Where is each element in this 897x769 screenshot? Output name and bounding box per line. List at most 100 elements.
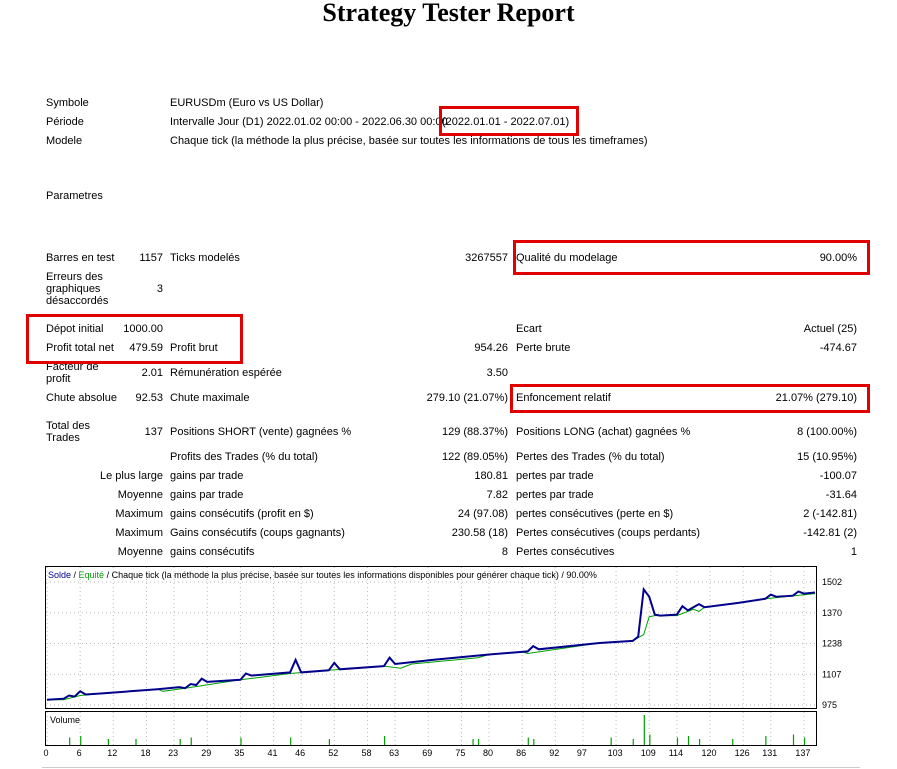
- long-value: 8 (100.00%): [797, 426, 857, 438]
- y-tick-label: 975: [822, 700, 837, 710]
- x-tick-label: 63: [389, 748, 399, 758]
- x-tick-label: 58: [361, 748, 371, 758]
- row-label-2: pertes par trade: [516, 489, 594, 501]
- ticks-value: 3267557: [465, 252, 508, 264]
- row-value-1: 180.81: [474, 470, 508, 482]
- x-tick-label: 75: [455, 748, 465, 758]
- perte-brute-value: -474.67: [819, 342, 857, 354]
- pertes-trades-label: Pertes des Trades (% du total): [516, 451, 665, 463]
- row-label-2: pertes par trade: [516, 470, 594, 482]
- remuneration-label: Rémunération espérée: [170, 367, 282, 379]
- periode-label: Période: [46, 116, 84, 128]
- highlight-box-enfoncement: [510, 384, 870, 413]
- pertes-trades-value: 15 (10.95%): [797, 451, 857, 463]
- volume-bar: [328, 739, 330, 745]
- volume-bar: [290, 737, 292, 745]
- volume-bar: [649, 734, 651, 745]
- x-tick-label: 86: [516, 748, 526, 758]
- x-tick-label: 6: [77, 748, 82, 758]
- row-lead: Maximum: [115, 527, 163, 539]
- chute-abs-label: Chute absolue: [46, 392, 117, 404]
- row-value-1: 8: [501, 546, 508, 558]
- total-trades-label: Total des Trades: [46, 420, 91, 444]
- equity-line: [47, 593, 816, 701]
- erreurs-label: Erreurs des graphiques désaccordés: [46, 271, 109, 307]
- row-value-1: 230.58 (18): [451, 527, 508, 539]
- volume-bar: [80, 736, 82, 745]
- x-tick-label: 23: [168, 748, 178, 758]
- modele-value: Chaque tick (la méthode la plus précise,…: [170, 135, 648, 147]
- row-label-2: Pertes consécutives (coups perdants): [516, 527, 701, 539]
- page-title: Strategy Tester Report: [322, 0, 575, 27]
- row-label-1: Gains consécutifs (coups gagnants): [170, 527, 345, 539]
- perte-brute-label: Perte brute: [516, 342, 571, 354]
- parametres-label: Parametres: [46, 190, 103, 202]
- enfoncement-label: Enfoncement relatif: [516, 392, 611, 404]
- volume-bar: [610, 737, 612, 745]
- row-value-1: 7.82: [486, 489, 508, 501]
- volume-bar: [765, 736, 767, 745]
- volume-bar: [472, 739, 474, 745]
- legend-equite: Equité: [79, 570, 105, 580]
- chart-grid: [46, 567, 816, 708]
- row-value-2: -142.81 (2): [803, 527, 857, 539]
- long-label: Positions LONG (achat) gagnées %: [516, 426, 691, 438]
- chute-max-value: 279.10 (21.07%): [426, 392, 508, 404]
- symbole-value: EURUSDm (Euro vs US Dollar): [170, 97, 324, 109]
- row-value-2: 2 (-142.81): [803, 508, 857, 520]
- x-tick-label: 114: [669, 748, 683, 758]
- highlight-box-qualite: [513, 240, 870, 275]
- profits-trades-label: Profits des Trades (% du total): [170, 451, 318, 463]
- qualite-label: Qualité du modelage: [516, 252, 618, 264]
- volume-chart: Volume: [45, 711, 817, 746]
- bottom-divider: [42, 767, 860, 768]
- x-tick-label: 46: [295, 748, 305, 758]
- legend-solde: Solde: [48, 570, 71, 580]
- volume-bar: [69, 737, 71, 745]
- x-tick-label: 80: [483, 748, 493, 758]
- row-lead: Maximum: [115, 508, 163, 520]
- row-label-2: Pertes consécutives: [516, 546, 615, 558]
- profit-brut-value: 954.26: [474, 342, 508, 354]
- row-label-1: gains par trade: [170, 489, 244, 501]
- x-axis: 0 6 12 18 23 29 35 41 46 52 58 63 69 75 80 86 92 97 103 109…: [43, 748, 810, 758]
- volume-bar: [732, 739, 734, 745]
- row-value-2: 1: [850, 546, 857, 558]
- y-axis: 1502 1370 1238 1107 975: [822, 577, 842, 710]
- volume-bar: [477, 739, 480, 745]
- volume-bar: [107, 739, 109, 745]
- x-tick-label: 52: [328, 748, 338, 758]
- chute-max-label: Chute maximale: [170, 392, 250, 404]
- row-label-2: pertes consécutives (perte en $): [516, 508, 674, 520]
- modele-label: Modele: [46, 135, 83, 147]
- x-tick-label: 92: [549, 748, 559, 758]
- row-value-1: 24 (97.08): [457, 508, 508, 520]
- x-tick-label: 0: [43, 748, 48, 758]
- barres-value: 1157: [139, 252, 163, 264]
- volume-bar: [533, 739, 535, 745]
- highlight-box-periode: [439, 106, 579, 136]
- row-label-1: gains consécutifs (profit en $): [170, 508, 314, 520]
- balance-line: [46, 586, 816, 701]
- profit-brut-label: Profit brut: [170, 342, 218, 354]
- row-label-1: gains par trade: [170, 470, 244, 482]
- volume-bar: [632, 739, 634, 745]
- x-tick-label: 35: [234, 748, 244, 758]
- profit-net-value: 479.59: [129, 342, 163, 354]
- row-value-2: -31.64: [825, 489, 857, 501]
- balance-chart-svg: Solde / Equité / Chaque tick (la méthode…: [46, 567, 816, 708]
- profit-net-label: Profit total net: [46, 342, 114, 354]
- ticks-label: Ticks modelés: [170, 252, 240, 264]
- volume-bar: [384, 736, 386, 745]
- depot-label: Dépot initial: [46, 323, 104, 335]
- volume-bar: [527, 737, 529, 745]
- ecart-label: Ecart: [516, 323, 542, 335]
- periode-value: Intervalle Jour (D1) 2022.01.02 00:00 - …: [170, 116, 448, 128]
- facteur-value: 2.01: [141, 367, 163, 379]
- volume-bar: [190, 737, 192, 745]
- chart-legend: Solde / Equité / Chaque tick (la méthode…: [48, 570, 597, 580]
- x-tick-label: 103: [608, 748, 623, 758]
- x-tick-label: 41: [268, 748, 278, 758]
- x-tick-label: 126: [735, 748, 750, 758]
- barres-label: Barres en test: [46, 252, 115, 264]
